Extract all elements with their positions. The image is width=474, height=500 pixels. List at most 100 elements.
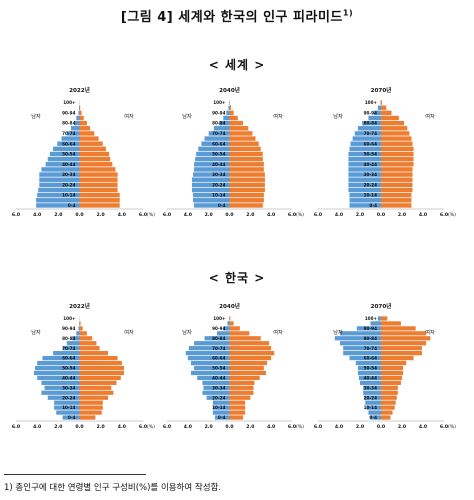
age-tick-label-6-10: 100+: [365, 316, 378, 321]
age-tick-label-6-3: 30-34: [364, 385, 377, 390]
bar-male-5-30-34: [203, 385, 230, 390]
male-label-4: 남자: [31, 328, 41, 336]
bar-female-2-35-39: [229, 167, 264, 172]
age-tick-label-4-8: 80-84: [62, 336, 75, 341]
age-tick-label-1-0: 0-4: [68, 203, 76, 208]
bar-male-6-100+: [377, 316, 381, 321]
age-tick-label-5-4: 40-44: [212, 376, 225, 381]
x-tick-label-2-4: 2.0: [246, 212, 254, 218]
bar-male-5-95-99: [227, 321, 230, 326]
bar-male-4-65-69: [53, 351, 80, 356]
age-tick-label-2-9: 90-94: [212, 110, 225, 115]
bar-female-3-70-74: [381, 131, 410, 136]
bar-male-4-60-64: [42, 355, 80, 361]
bar-male-6-75-79: [340, 341, 381, 346]
age-tick-label-4-6: 60-64: [62, 356, 75, 361]
bar-male-3-20-24: [348, 182, 381, 188]
x-tick-label-5-2: 2.0: [205, 424, 213, 430]
bar-female-6-35-39: [381, 380, 401, 385]
bar-male-4-20-24: [47, 395, 80, 400]
x-tick-label-2-1: 4.0: [184, 212, 192, 218]
x-tick-label-4-4: 2.0: [97, 424, 105, 430]
bar-female-2-15-19: [229, 187, 265, 193]
bar-female-1-65-69: [79, 136, 99, 141]
bar-female-3-5-9: [381, 198, 412, 203]
bar-female-5-0-4: [229, 415, 244, 420]
x-tick-label-2-2: 2.0: [205, 212, 213, 218]
bar-male-4-55-59: [37, 360, 80, 366]
bar-male-6-40-44: [358, 375, 381, 381]
bar-female-6-90-94: [381, 326, 416, 331]
pyramid-title-5: 2040년: [219, 302, 240, 310]
age-tick-label-6-7: 70-74: [364, 346, 377, 351]
bar-female-5-90-94: [229, 326, 240, 331]
age-tick-label-1-9: 90-94: [62, 110, 75, 115]
bar-male-5-5-9: [212, 410, 230, 415]
bar-male-2-5-9: [193, 198, 230, 203]
bar-female-1-0-4: [79, 203, 120, 208]
x-tick-label-3-4: 2.0: [398, 212, 406, 218]
bar-male-2-10-14: [193, 192, 230, 198]
bar-male-4-50-54: [35, 365, 80, 371]
x-tick-label-6-3: 0.0: [377, 424, 385, 430]
bar-female-2-55-59: [229, 146, 261, 152]
bar-male-1-45-49: [47, 156, 80, 162]
bar-female-5-25-29: [229, 390, 254, 395]
bar-female-3-30-34: [381, 172, 413, 177]
pyramid-title-3: 2070년: [371, 86, 392, 94]
x-tick-label-3-0: 6.0: [314, 212, 322, 218]
bar-male-2-90-94: [226, 110, 230, 116]
bar-female-3-95-99: [381, 105, 387, 110]
bar-female-1-30-34: [79, 172, 118, 177]
bar-male-2-45-49: [195, 156, 230, 162]
x-tick-label-6-2: 2.0: [356, 424, 364, 430]
bar-male-6-60-64: [349, 355, 381, 361]
bar-female-5-55-59: [229, 360, 267, 366]
bar-female-4-85-89: [79, 331, 87, 336]
x-tick-label-6-5: 4.0: [419, 424, 427, 430]
male-label-1: 남자: [31, 112, 41, 120]
bar-male-3-25-29: [348, 177, 381, 182]
bar-male-2-30-34: [193, 172, 230, 177]
bar-male-2-50-54: [196, 151, 230, 157]
age-tick-label-5-3: 30-34: [212, 385, 225, 390]
bar-female-2-95-99: [229, 105, 232, 110]
age-tick-label-1-5: 50-54: [62, 152, 75, 157]
bar-female-3-45-49: [381, 156, 414, 162]
bar-male-4-0-4: [62, 415, 80, 420]
age-tick-label-1-8: 80-84: [62, 121, 75, 126]
bar-female-3-90-94: [381, 110, 392, 116]
female-label-3: 여자: [425, 112, 435, 120]
bar-male-5-15-19: [212, 400, 230, 405]
bar-female-4-5-9: [79, 410, 102, 415]
bar-female-3-0-4: [381, 203, 412, 208]
bar-male-1-80-84: [74, 120, 80, 126]
age-tick-label-4-3: 30-34: [62, 385, 75, 390]
bar-female-6-95-99: [381, 321, 401, 326]
pyramid-title-1: 2022년: [69, 86, 90, 94]
age-tick-label-1-10: 100+: [63, 100, 76, 105]
bar-female-5-65-69: [229, 351, 275, 356]
age-tick-label-4-10: 100+: [63, 316, 76, 321]
bar-male-1-40-44: [45, 162, 80, 167]
bar-male-5-35-39: [202, 380, 230, 385]
footnote-divider: [4, 474, 146, 475]
bar-male-3-35-39: [348, 167, 381, 172]
bar-male-3-5-9: [349, 198, 381, 203]
pyramid-title-4: 2022년: [69, 302, 90, 310]
bar-male-5-75-79: [194, 341, 230, 346]
bar-male-5-50-54: [194, 365, 230, 371]
age-tick-label-3-10: 100+: [365, 100, 378, 105]
age-tick-label-2-7: 70-74: [212, 131, 225, 136]
bar-female-6-100+: [381, 316, 388, 321]
male-label-3: 남자: [333, 112, 343, 120]
bar-female-2-60-64: [229, 141, 259, 146]
bar-male-5-0-4: [214, 415, 230, 420]
bar-male-5-10-14: [212, 405, 230, 410]
bar-female-6-20-24: [381, 395, 397, 400]
bar-male-3-60-64: [350, 141, 381, 146]
x-tick-label-6-1: 4.0: [335, 424, 343, 430]
bar-female-2-85-89: [229, 115, 238, 121]
age-tick-label-4-5: 50-54: [62, 366, 75, 371]
bar-male-4-45-49: [33, 370, 80, 376]
